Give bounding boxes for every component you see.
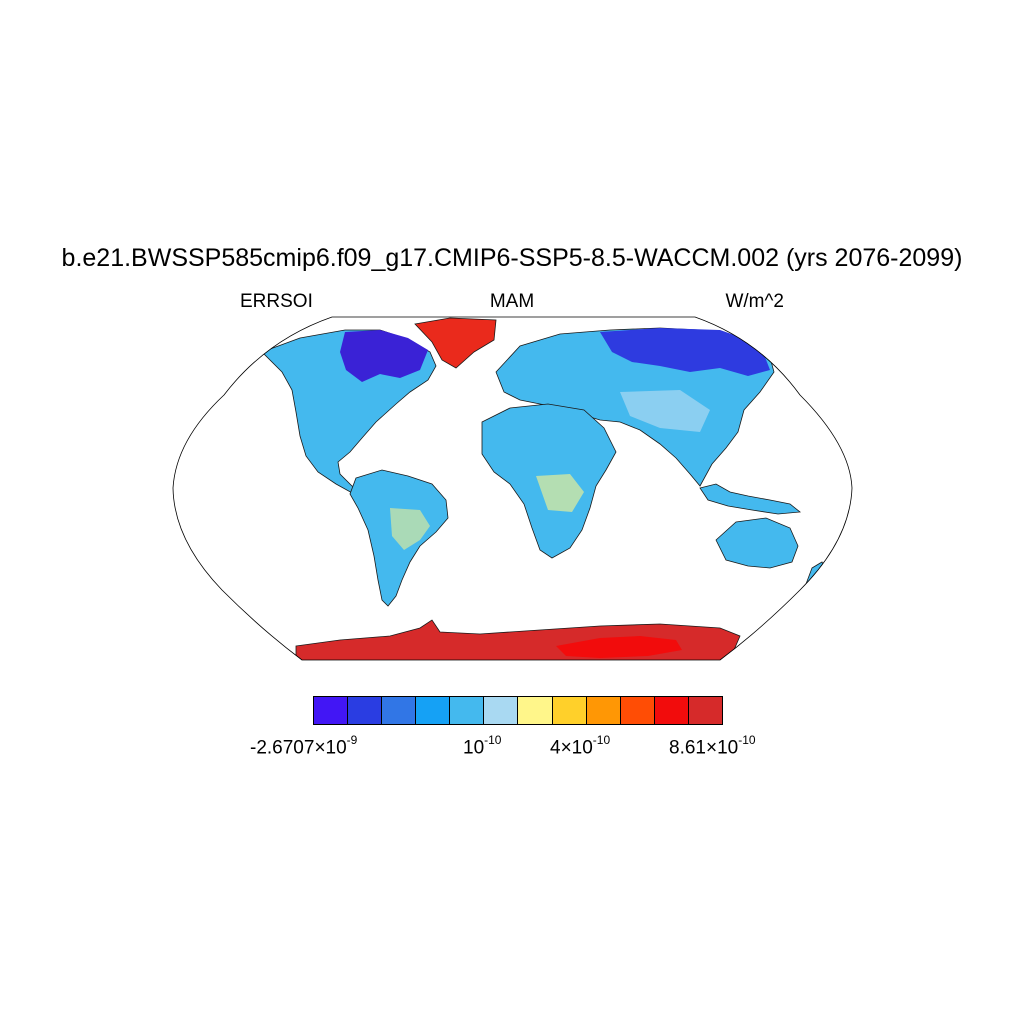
colorbar-swatch-9 [620, 697, 655, 724]
colorbar-swatch-4 [450, 697, 485, 724]
colorbar-label-2: 4×10-10 [550, 733, 611, 759]
greenland-land [414, 317, 497, 369]
colorbar-label-max: 8.61×10-10 [669, 733, 756, 759]
colorbar-swatch-6 [518, 697, 553, 724]
colorbar-swatch-5 [484, 697, 519, 724]
colorbar-swatch-8 [586, 697, 621, 724]
colorbar-swatch-2 [382, 697, 417, 724]
colorbar-swatch-10 [654, 697, 689, 724]
africa-dry-region [536, 474, 584, 512]
canada-arctic-region [340, 330, 428, 382]
colorbar-swatch-7 [552, 697, 587, 724]
map-border [172, 316, 853, 661]
colorbar [313, 696, 723, 725]
new-zealand-land [805, 561, 829, 589]
variable-label: ERRSOI [240, 291, 313, 312]
colorbar-swatch-11 [688, 697, 722, 724]
maritime-asia-land [699, 483, 802, 515]
colorbar-swatch-3 [416, 697, 451, 724]
central-asia-dry-region [620, 390, 710, 432]
plot-title: b.e21.BWSSP585cmip6.f09_g17.CMIP6-SSP5-8… [61, 244, 963, 272]
siberia-region [600, 328, 770, 376]
season-label: MAM [489, 291, 535, 312]
colorbar-label-1: 10-10 [463, 733, 502, 759]
antarctica-core-region [556, 636, 682, 658]
colorbar-swatch-1 [348, 697, 383, 724]
colorbar-swatch-0 [314, 697, 349, 724]
colorbar-label-min: -2.6707×10-9 [250, 733, 358, 759]
units-label: W/m^2 [725, 291, 784, 312]
australia-land [715, 517, 799, 569]
south-america-dry-region [390, 508, 430, 550]
